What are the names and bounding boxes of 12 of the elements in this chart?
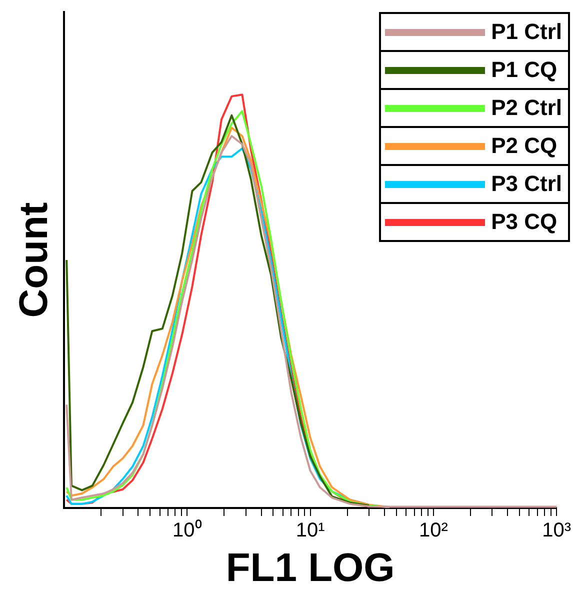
x-tick-label: 10² — [418, 520, 448, 542]
legend-label: P1 CQ — [491, 57, 558, 83]
legend-label: P3 CQ — [491, 209, 558, 235]
y-axis-title: Count — [12, 202, 56, 318]
x-tick-label: 10¹ — [296, 520, 326, 542]
legend-label: P1 Ctrl — [491, 19, 563, 45]
legend-label: P3 Ctrl — [491, 171, 563, 197]
x-tick-label: 10⁰ — [172, 518, 202, 542]
legend-label: P2 Ctrl — [491, 95, 563, 121]
legend-label: P2 CQ — [491, 133, 558, 159]
x-tick-label: 10³ — [542, 520, 572, 542]
x-axis-title: FL1 LOG — [226, 546, 395, 590]
